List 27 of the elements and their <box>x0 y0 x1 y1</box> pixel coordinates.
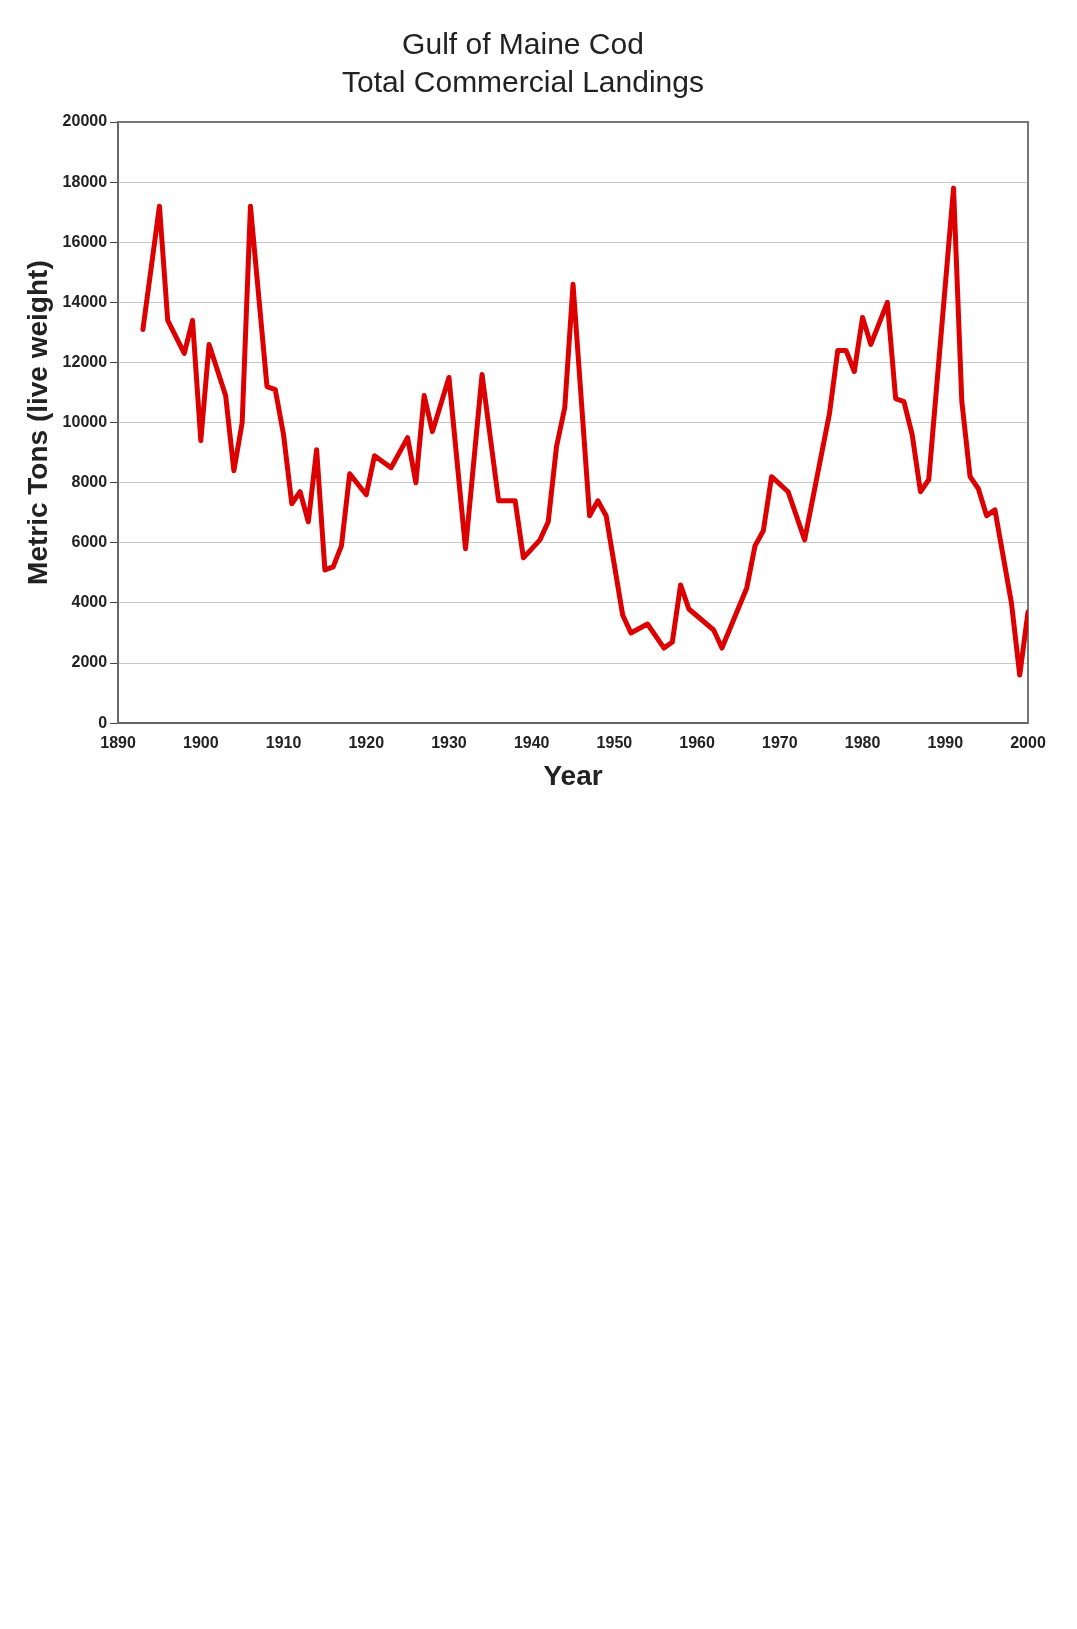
x-tick-label: 1960 <box>679 734 716 752</box>
y-tick-label: 12000 <box>62 352 108 370</box>
y-axis-title: Metric Tons (live weight) <box>21 260 53 585</box>
y-tick-label: 2000 <box>71 653 108 671</box>
x-tick-label: 1950 <box>596 734 633 752</box>
x-tick-label: 1930 <box>431 734 467 752</box>
x-tick-label: 1890 <box>100 734 136 752</box>
x-tick-label: 1970 <box>762 734 798 752</box>
y-tick-label: 4000 <box>71 593 108 611</box>
chart-subtitle: Total Commercial Landings <box>342 65 704 99</box>
x-tick-label: 1940 <box>513 734 550 752</box>
y-tick-label: 8000 <box>71 473 108 491</box>
x-tick-label: 1980 <box>844 734 881 752</box>
y-tick-label: 16000 <box>62 232 108 250</box>
y-tick-label: 6000 <box>71 533 108 551</box>
x-tick-label: 1900 <box>183 734 219 752</box>
x-tick-label: 2000 <box>1010 734 1046 752</box>
x-axis-title: Year <box>543 759 603 791</box>
chart-title: Gulf of Maine Cod <box>402 27 644 61</box>
y-tick-label: 0 <box>98 713 108 731</box>
y-tick-label: 10000 <box>62 413 108 431</box>
x-tick-label: 1920 <box>348 734 385 752</box>
x-tick-label: 1990 <box>927 734 964 752</box>
x-tick-label: 1910 <box>265 734 302 752</box>
y-tick-label: 20000 <box>62 112 108 130</box>
y-tick-label: 18000 <box>62 172 108 190</box>
y-tick-label: 14000 <box>62 292 108 310</box>
